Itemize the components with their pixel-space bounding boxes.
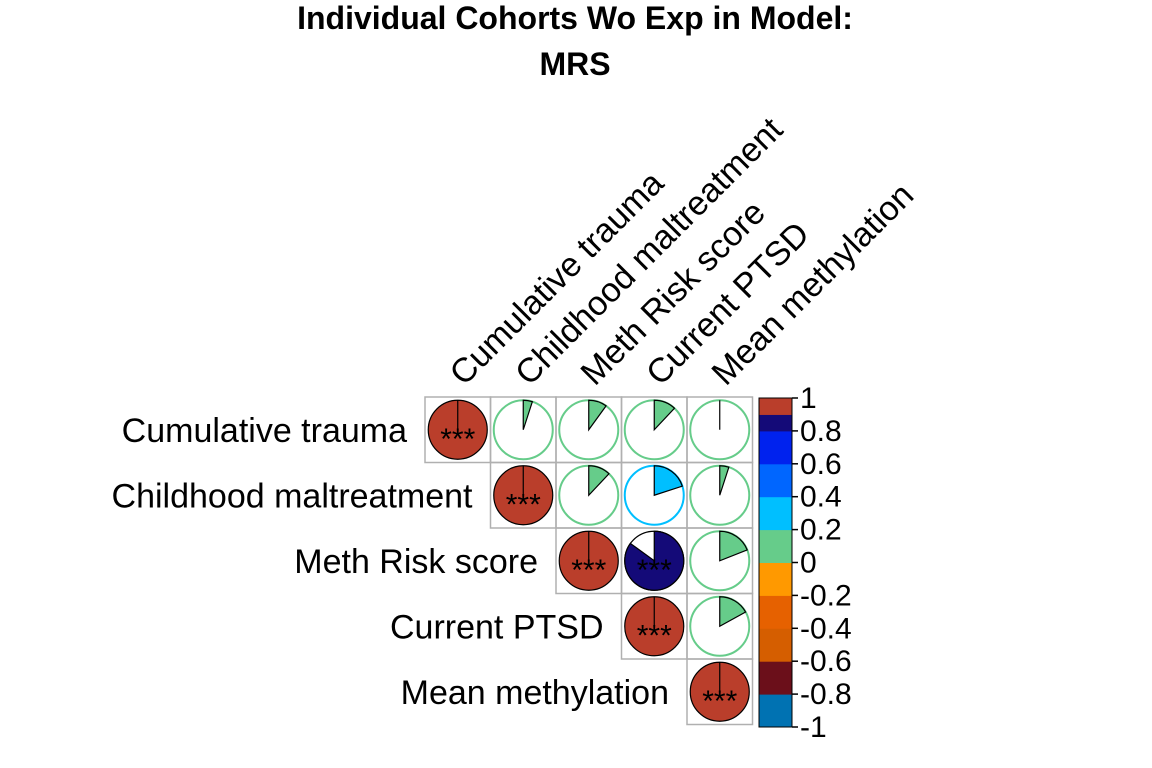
pie-wedge	[719, 530, 748, 562]
legend-swatch	[759, 595, 792, 629]
significance-stars: ***	[702, 685, 737, 718]
color-legend: 10.80.60.40.20-0.2-0.4-0.6-0.8-1	[758, 382, 852, 744]
row-labels: Cumulative trauma Childhood maltreatment M…	[112, 412, 669, 712]
row-label-cumulative-trauma: Cumulative trauma	[122, 412, 407, 450]
legend-swatch	[759, 694, 792, 728]
pie-wedge	[588, 399, 607, 432]
pie-mean-methylation-vs-mean-methylation: ***	[689, 661, 750, 722]
legend-tick-label: 0.8	[800, 415, 842, 448]
pie-childhood-maltreatment-vs-childhood-maltreatment: ***	[493, 465, 554, 526]
pie-wedge	[719, 596, 747, 628]
legend-swatch	[759, 496, 792, 531]
legend-tick-label: -0.6	[800, 645, 852, 678]
legend-tick-label: 0.4	[800, 481, 842, 514]
chart-title-line-2: MRS	[539, 46, 610, 82]
pie-childhood-maltreatment-vs-current-ptsd	[623, 464, 685, 526]
chart-title: Individual Cohorts Wo Exp in Model: MRS	[297, 0, 853, 82]
pie-wedge	[588, 465, 610, 497]
legend-swatch	[759, 463, 792, 498]
legend-swatch	[759, 529, 792, 563]
pie-wedge	[719, 465, 730, 496]
pie-cumulative-trauma-vs-mean-methylation	[689, 399, 751, 461]
pie-current-ptsd-vs-current-ptsd: ***	[624, 596, 685, 657]
row-label-current-ptsd: Current PTSD	[390, 608, 604, 646]
pie-wedge	[653, 399, 676, 432]
legend-tick-label: -0.2	[800, 579, 852, 612]
pie-meth-risk-score-vs-mean-methylation	[689, 530, 751, 592]
significance-stars: ***	[440, 423, 475, 456]
pie-wedge	[624, 530, 685, 591]
significance-stars: ***	[637, 554, 672, 587]
legend-tick-label: -1	[800, 711, 827, 744]
row-label-meth-risk-score: Meth Risk score	[294, 543, 538, 581]
pie-cumulative-trauma-vs-cumulative-trauma: ***	[427, 399, 488, 460]
row-label-mean-methylation: Mean methylation	[401, 674, 669, 712]
legend-tick-label: -0.4	[800, 612, 852, 645]
correlation-cells: *** *** *** *** *** ***	[427, 399, 751, 722]
legend-tick-label: 1	[800, 382, 817, 415]
legend-tick-label: 0.2	[800, 514, 842, 547]
significance-stars: ***	[571, 554, 606, 587]
pie-meth-risk-score-vs-current-ptsd: ***	[624, 530, 685, 591]
pie-meth-risk-score-vs-meth-risk-score: ***	[558, 530, 619, 591]
pie-cumulative-trauma-vs-meth-risk-score	[558, 399, 620, 461]
legend-swatch	[759, 628, 792, 662]
pie-wedge	[522, 399, 534, 430]
grid-cell-4-4	[686, 658, 754, 726]
legend-swatch	[759, 661, 792, 695]
pie-cumulative-trauma-vs-current-ptsd	[623, 399, 685, 461]
legend-tick-label: -0.8	[800, 678, 852, 711]
legend-tick-label: 0.6	[800, 448, 842, 481]
pie-childhood-maltreatment-vs-meth-risk-score	[558, 464, 620, 526]
legend-swatch	[759, 562, 792, 596]
pie-childhood-maltreatment-vs-mean-methylation	[689, 464, 751, 526]
significance-stars: ***	[506, 488, 541, 521]
grid-lines	[424, 396, 754, 726]
pie-cumulative-trauma-vs-childhood-maltreatment	[492, 399, 554, 461]
row-label-childhood-maltreatment: Childhood maltreatment	[112, 477, 474, 515]
legend-tick-label: 0	[800, 547, 817, 580]
chart-title-line-1: Individual Cohorts Wo Exp in Model:	[297, 0, 853, 36]
legend-swatch	[759, 430, 792, 465]
pie-current-ptsd-vs-mean-methylation	[689, 595, 751, 657]
legend-swatch	[759, 414, 792, 432]
legend-swatch	[759, 398, 792, 415]
pie-wedge	[653, 465, 684, 497]
significance-stars: ***	[637, 619, 672, 652]
